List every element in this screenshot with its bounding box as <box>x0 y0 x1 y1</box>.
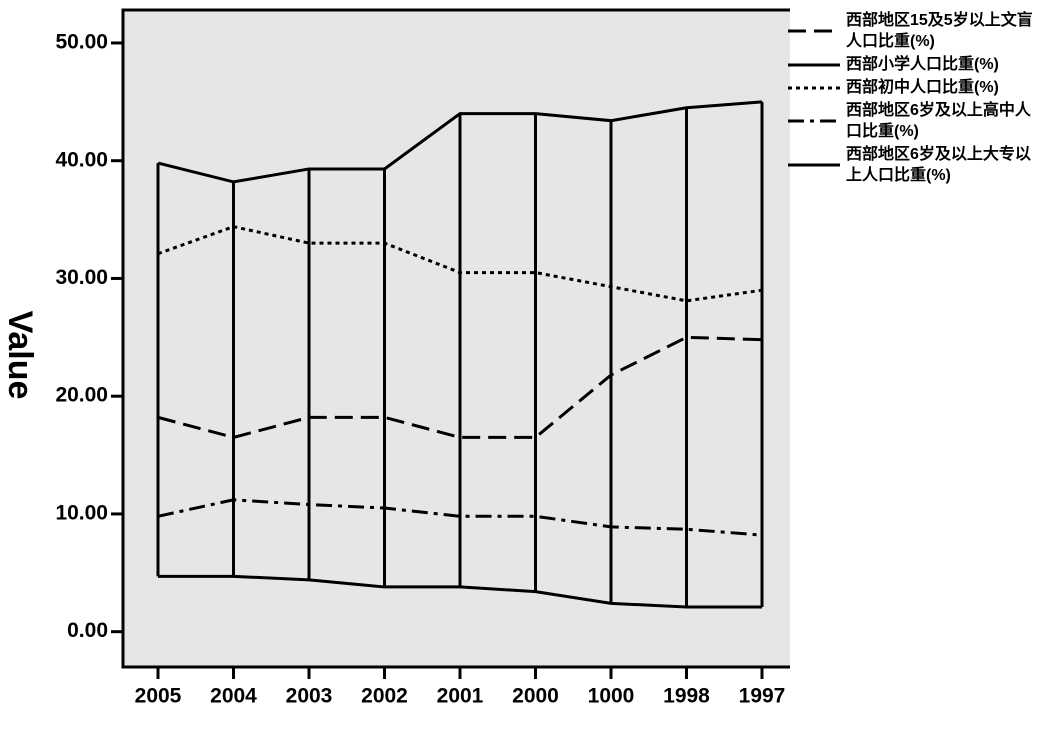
legend-entry: 西部小学人口比重(%) <box>788 54 1043 75</box>
legend-label: 西部初中人口比重(%) <box>846 79 999 96</box>
legend-swatch <box>788 163 840 167</box>
legend-entry: 西部初中人口比重(%) <box>788 77 1043 98</box>
series-line <box>157 498 763 537</box>
x-tick-label: 2001 <box>437 685 484 708</box>
y-tick-label: 10.00 <box>55 501 108 524</box>
legend-swatch <box>788 29 840 33</box>
y-tick-label: 30.00 <box>55 266 108 289</box>
legend-swatch <box>788 63 840 66</box>
legend: 西部地区15及5岁以上文盲人口比重(%) 西部小学人口比重(%) 西部初中人口比重(… <box>788 10 1043 188</box>
legend-label: 西部小学人口比重(%) <box>846 56 999 73</box>
x-tick-label: 2002 <box>361 685 408 708</box>
y-tick-label: 20.00 <box>55 384 108 407</box>
legend-entry: 西部地区15及5岁以上文盲人口比重(%) <box>788 10 1043 52</box>
x-tick-label: 2004 <box>210 685 257 708</box>
legend-swatch <box>788 86 840 89</box>
x-tick-label: 1998 <box>663 685 710 708</box>
legend-swatch <box>788 119 840 123</box>
y-tick-label: 40.00 <box>55 148 108 171</box>
series-line <box>157 100 763 184</box>
x-tick-label: 2000 <box>512 685 559 708</box>
series-line <box>157 335 763 439</box>
x-tick-label: 2005 <box>135 685 182 708</box>
legend-label: 西部地区6岁及以上高中人口比重(%) <box>846 102 1031 140</box>
y-tick-label: 0.00 <box>67 619 108 642</box>
x-tick-label: 1000 <box>588 685 635 708</box>
legend-entry: 西部地区6岁及以上高中人口比重(%) <box>788 100 1043 142</box>
chart: Value 0.00 10.00 20.00 30.00 40.00 50.00 2005 2… <box>1 8 799 708</box>
y-tick-label: 50.00 <box>55 31 108 54</box>
y-axis-title: Value <box>1 311 39 400</box>
legend-entry: 西部地区6岁及以上大专以上人口比重(%) <box>788 144 1043 186</box>
legend-label: 西部地区15及5岁以上文盲人口比重(%) <box>846 12 1033 50</box>
legend-label: 西部地区6岁及以上大专以上人口比重(%) <box>846 146 1031 184</box>
x-tick-label: 2003 <box>286 685 333 708</box>
series-line <box>157 225 763 303</box>
x-tick-label: 1997 <box>739 685 786 708</box>
series-line <box>158 574 762 609</box>
